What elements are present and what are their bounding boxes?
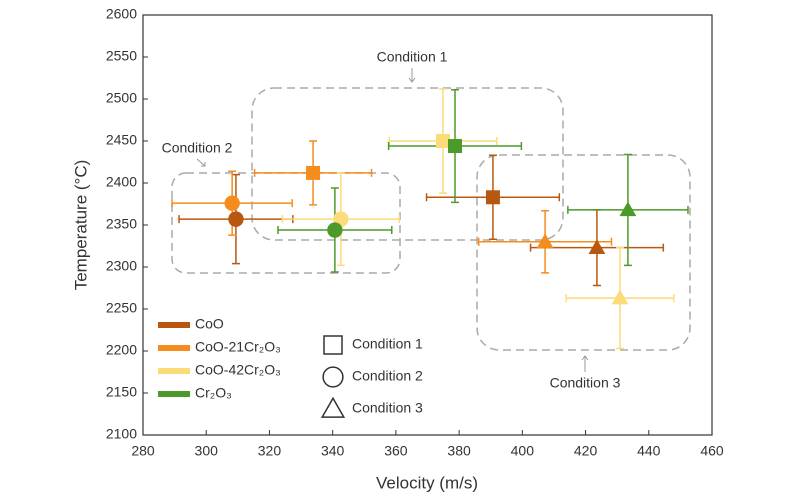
x-tick-label: 380: [447, 443, 471, 459]
condition-1-region: [251, 87, 564, 241]
legend-swatch: [158, 322, 190, 328]
x-axis-label: Velocity (m/s): [376, 473, 478, 492]
y-tick-label: 2200: [106, 342, 137, 358]
legend-label: Condition 2: [352, 368, 423, 384]
x-tick-label: 280: [131, 443, 155, 459]
x-tick-label: 360: [384, 443, 408, 459]
legend-label: Condition 3: [352, 400, 423, 416]
y-tick-label: 2500: [106, 90, 137, 106]
annotation: Condition 3: [550, 375, 621, 391]
x-tick-label: 440: [637, 443, 661, 459]
point: [228, 211, 244, 227]
y-tick-label: 2350: [106, 216, 137, 232]
arrow: [196, 158, 206, 167]
annotation: Condition 2: [162, 140, 233, 156]
y-tick-label: 2400: [106, 174, 137, 190]
condition-2-region: [171, 172, 401, 274]
point: [611, 289, 629, 305]
legend-swatch: [158, 345, 190, 351]
arrow: [581, 355, 589, 372]
y-tick-label: 2550: [106, 48, 137, 64]
point: [619, 201, 637, 217]
y-axis-label: Temperature (°C): [71, 160, 90, 291]
legend-swatch: [158, 368, 190, 374]
legend-marker: [323, 335, 343, 355]
condition-regions: [171, 87, 691, 351]
point: [485, 190, 500, 205]
y-tick-label: 2600: [106, 6, 137, 22]
x-tick-label: 420: [574, 443, 598, 459]
x-tick-label: 300: [195, 443, 219, 459]
y-tick-label: 2250: [106, 300, 137, 316]
y-tick-label: 2300: [106, 258, 137, 274]
point: [536, 233, 554, 249]
point: [224, 195, 240, 211]
x-tick-label: 400: [511, 443, 535, 459]
x-tick-label: 320: [258, 443, 282, 459]
legend-label: Condition 1: [352, 336, 423, 352]
annotation: Condition 1: [377, 49, 448, 65]
point: [306, 165, 321, 180]
point: [327, 222, 343, 238]
legend-label: CoO: [195, 316, 224, 332]
point: [588, 239, 606, 254]
legend-swatch: [158, 391, 190, 397]
condition-3-region: [476, 154, 691, 351]
arrow: [408, 68, 416, 83]
point: [448, 139, 463, 154]
y-tick-label: 2150: [106, 384, 137, 400]
legend-marker: [322, 366, 344, 388]
annotation-arrows: [196, 68, 589, 372]
y-tick-label: 2450: [106, 132, 137, 148]
legend-label: CoO-42Cr₂O₃: [195, 362, 281, 378]
legend-marker: [320, 396, 346, 418]
point: [435, 134, 450, 148]
legend-label: Cr₂O₃: [195, 385, 232, 401]
x-tick-label: 460: [700, 443, 724, 459]
legend-label: CoO-21Cr₂O₃: [195, 339, 281, 355]
y-tick-label: 2100: [106, 426, 137, 442]
x-tick-label: 340: [321, 443, 345, 459]
